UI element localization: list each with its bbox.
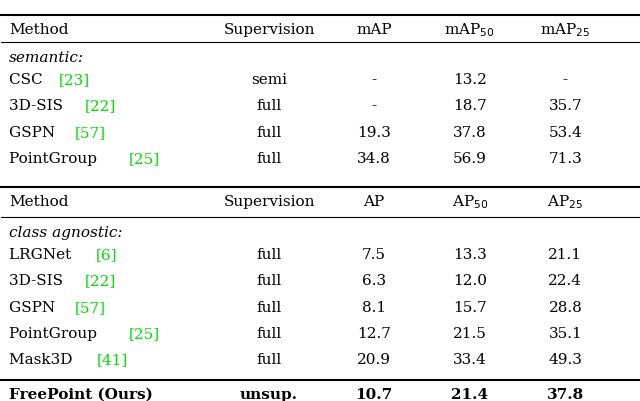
Text: 37.8: 37.8 <box>547 388 584 401</box>
Text: FreePoint (Ours): FreePoint (Ours) <box>9 388 153 401</box>
Text: Mask3D: Mask3D <box>9 353 77 367</box>
Text: AP: AP <box>364 195 385 209</box>
Text: full: full <box>257 274 282 288</box>
Text: GSPN: GSPN <box>9 126 60 140</box>
Text: 35.7: 35.7 <box>548 99 582 113</box>
Text: [57]: [57] <box>74 301 106 315</box>
Text: 22.4: 22.4 <box>548 274 582 288</box>
Text: [22]: [22] <box>84 99 116 113</box>
Text: 33.4: 33.4 <box>453 353 486 367</box>
Text: 35.1: 35.1 <box>548 327 582 341</box>
Text: 13.3: 13.3 <box>453 248 486 262</box>
Text: 34.8: 34.8 <box>357 152 391 166</box>
Text: -: - <box>372 99 377 113</box>
Text: full: full <box>257 248 282 262</box>
Text: GSPN: GSPN <box>9 301 60 315</box>
Text: CSC: CSC <box>9 73 47 87</box>
Text: unsup.: unsup. <box>240 388 298 401</box>
Text: PointGroup: PointGroup <box>9 327 102 341</box>
Text: semi: semi <box>251 73 287 87</box>
Text: 56.9: 56.9 <box>453 152 486 166</box>
Text: [57]: [57] <box>74 126 106 140</box>
Text: [25]: [25] <box>129 327 159 341</box>
Text: [22]: [22] <box>84 274 116 288</box>
Text: mAP: mAP <box>356 23 392 37</box>
Text: mAP$_{25}$: mAP$_{25}$ <box>540 21 591 39</box>
Text: -: - <box>372 73 377 87</box>
Text: 10.7: 10.7 <box>356 388 393 401</box>
Text: Method: Method <box>9 195 68 209</box>
Text: full: full <box>257 301 282 315</box>
Text: 3D-SIS: 3D-SIS <box>9 99 68 113</box>
Text: 12.7: 12.7 <box>357 327 391 341</box>
Text: [6]: [6] <box>95 248 116 262</box>
Text: 18.7: 18.7 <box>453 99 486 113</box>
Text: AP$_{50}$: AP$_{50}$ <box>452 193 488 211</box>
Text: [25]: [25] <box>129 152 159 166</box>
Text: full: full <box>257 126 282 140</box>
Text: full: full <box>257 152 282 166</box>
Text: AP$_{25}$: AP$_{25}$ <box>547 193 584 211</box>
Text: 20.9: 20.9 <box>357 353 391 367</box>
Text: 13.2: 13.2 <box>453 73 486 87</box>
Text: 21.4: 21.4 <box>451 388 488 401</box>
Text: 21.5: 21.5 <box>453 327 486 341</box>
Text: 3D-SIS: 3D-SIS <box>9 274 68 288</box>
Text: 15.7: 15.7 <box>453 301 486 315</box>
Text: 28.8: 28.8 <box>548 301 582 315</box>
Text: 49.3: 49.3 <box>548 353 582 367</box>
Text: Supervision: Supervision <box>223 195 315 209</box>
Text: 12.0: 12.0 <box>452 274 487 288</box>
Text: 21.1: 21.1 <box>548 248 582 262</box>
Text: Method: Method <box>9 23 68 37</box>
Text: mAP$_{50}$: mAP$_{50}$ <box>444 21 495 39</box>
Text: LRGNet: LRGNet <box>9 248 76 262</box>
Text: class agnostic:: class agnostic: <box>9 226 122 240</box>
Text: 7.5: 7.5 <box>362 248 386 262</box>
Text: PointGroup: PointGroup <box>9 152 102 166</box>
Text: semantic:: semantic: <box>9 51 84 65</box>
Text: [41]: [41] <box>97 353 128 367</box>
Text: 6.3: 6.3 <box>362 274 386 288</box>
Text: 8.1: 8.1 <box>362 301 386 315</box>
Text: 37.8: 37.8 <box>453 126 486 140</box>
Text: 71.3: 71.3 <box>548 152 582 166</box>
Text: -: - <box>563 73 568 87</box>
Text: Supervision: Supervision <box>223 23 315 37</box>
Text: [23]: [23] <box>58 73 90 87</box>
Text: 53.4: 53.4 <box>548 126 582 140</box>
Text: full: full <box>257 99 282 113</box>
Text: full: full <box>257 327 282 341</box>
Text: 19.3: 19.3 <box>357 126 391 140</box>
Text: full: full <box>257 353 282 367</box>
